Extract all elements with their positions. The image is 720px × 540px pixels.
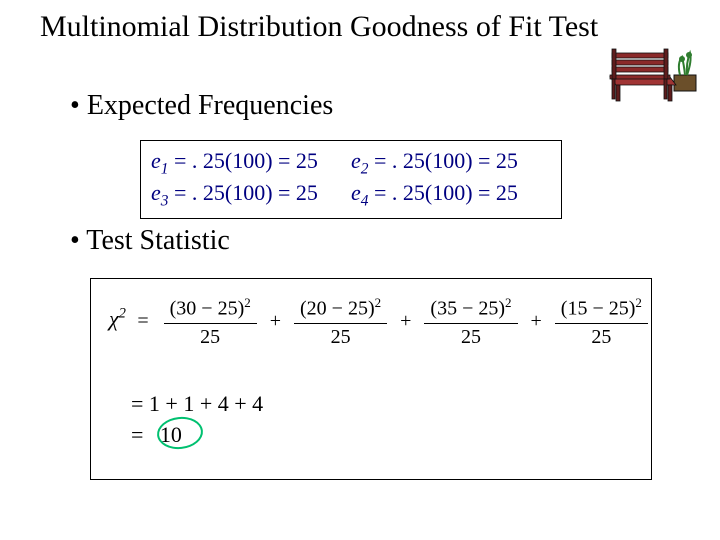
- term-4-num-sq: 2: [635, 295, 642, 310]
- term-2: (20 − 25)2 25: [294, 295, 387, 349]
- result-line-1: = 1 + 1 + 4 + 4: [131, 389, 263, 420]
- term-3: (35 − 25)2 25: [424, 295, 517, 349]
- e2-symbol: e: [351, 148, 361, 173]
- term-1-num-base: (30 − 25): [170, 298, 245, 320]
- bullet-expected-frequencies: Expected Frequencies: [70, 90, 333, 122]
- plus-1: +: [266, 310, 285, 333]
- chi-symbol: χ: [109, 306, 119, 331]
- chi-square-formula-box: χ2 = (30 − 25)2 25 + (20 − 25)2 25 + (35…: [90, 278, 652, 480]
- expected-frequencies-box: e1 = . 25(100) = 25 e2 = . 25(100) = 25 …: [140, 140, 562, 219]
- e3-symbol: e: [151, 180, 161, 205]
- term-1-den: 25: [164, 324, 257, 349]
- e4-value: = . 25(100) = 25: [368, 180, 517, 205]
- term-4-num-base: (15 − 25): [561, 298, 636, 320]
- slide-title: Multinomial Distribution Goodness of Fit…: [40, 10, 598, 44]
- term-3-num-sq: 2: [505, 295, 512, 310]
- term-2-num-base: (20 − 25): [300, 298, 375, 320]
- term-4: (15 − 25)2 25: [555, 295, 648, 349]
- e2-value: = . 25(100) = 25: [368, 148, 517, 173]
- chi-superscript: 2: [119, 306, 126, 322]
- term-2-num-sq: 2: [375, 295, 382, 310]
- plus-3: +: [527, 310, 546, 333]
- term-3-den: 25: [424, 324, 517, 349]
- equals-sign: =: [131, 310, 154, 332]
- term-4-den: 25: [555, 324, 648, 349]
- e1-symbol: e: [151, 148, 161, 173]
- plus-2: +: [396, 310, 415, 333]
- term-1: (30 − 25)2 25: [164, 295, 257, 349]
- term-1-num-sq: 2: [244, 295, 251, 310]
- e3-value: = . 25(100) = 25: [168, 180, 317, 205]
- bench-clipart: [602, 35, 702, 115]
- term-2-den: 25: [294, 324, 387, 349]
- chi-square-equation: χ2 = (30 − 25)2 25 + (20 − 25)2 25 + (35…: [109, 295, 652, 349]
- result-line-2-lhs: =: [131, 422, 149, 447]
- e4-symbol: e: [351, 180, 361, 205]
- e1-value: = . 25(100) = 25: [168, 148, 317, 173]
- term-3-num-base: (35 − 25): [430, 298, 505, 320]
- bullet-test-statistic: Test Statistic: [70, 225, 230, 257]
